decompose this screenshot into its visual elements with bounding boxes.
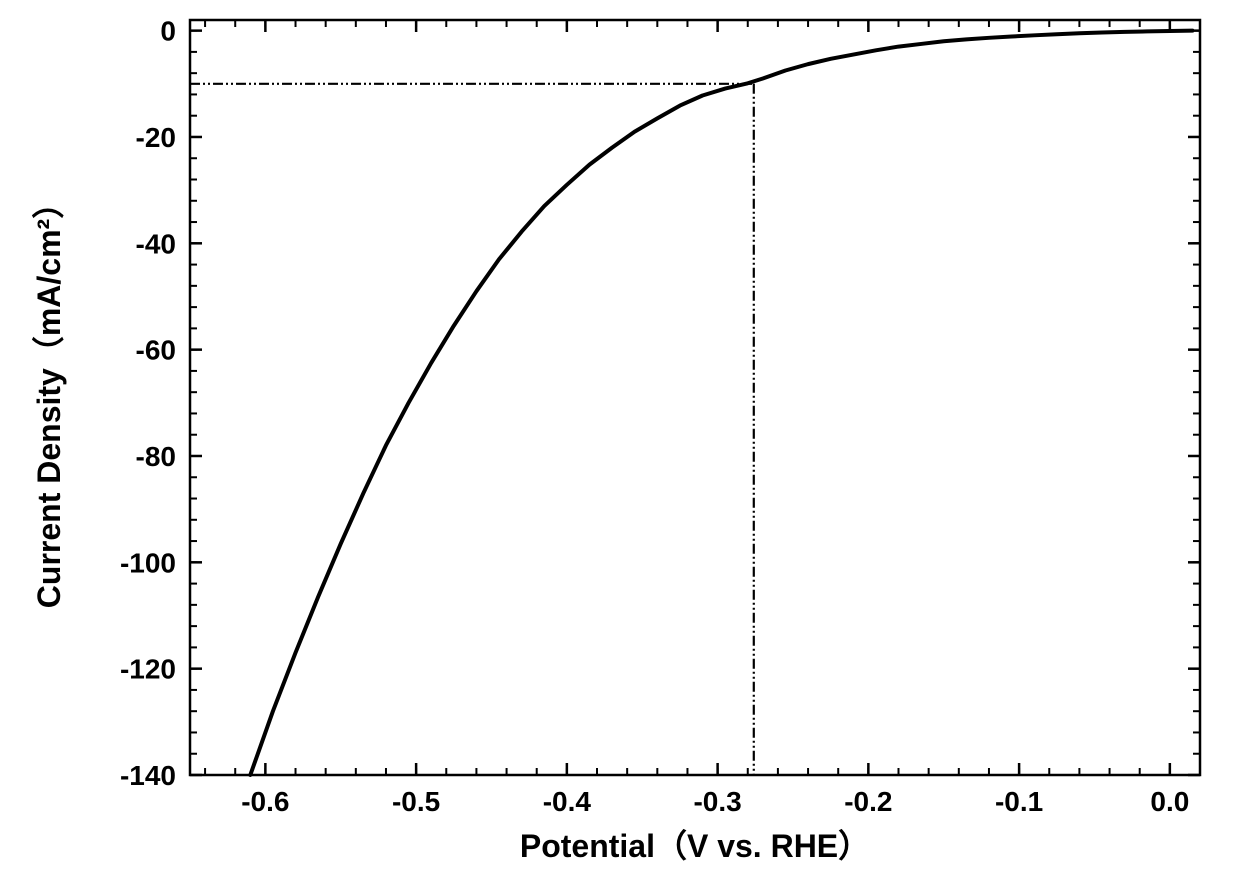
y-tick-label: -20 [136, 122, 176, 153]
y-tick-label: -80 [136, 441, 176, 472]
y-tick-label: -60 [136, 335, 176, 366]
x-axis-label: Potential（V vs. RHE） [520, 828, 870, 864]
x-tick-label: -0.1 [995, 786, 1043, 817]
y-axis-label: Current Density（mA/cm²） [31, 187, 67, 608]
polarization-chart: -0.6 -0.5 -0.4 -0.3 -0.2 -0.1 0.0 0 -20 -40 -60 -8… [0, 0, 1240, 885]
x-tick-label: -0.3 [693, 786, 741, 817]
y-tick-label: -100 [120, 547, 176, 578]
plot-background [190, 20, 1200, 775]
x-tick-labels: -0.6 -0.5 -0.4 -0.3 -0.2 -0.1 0.0 [241, 786, 1189, 817]
y-tick-label: -120 [120, 654, 176, 685]
x-tick-label: -0.2 [844, 786, 892, 817]
x-tick-label: 0.0 [1150, 786, 1189, 817]
x-tick-label: -0.5 [392, 786, 440, 817]
y-tick-label: -140 [120, 760, 176, 791]
y-tick-labels: 0 -20 -40 -60 -80 -100 -120 -140 [120, 16, 176, 791]
y-tick-label: 0 [160, 16, 176, 47]
x-tick-label: -0.4 [543, 786, 592, 817]
x-tick-label: -0.6 [241, 786, 289, 817]
y-tick-label: -40 [136, 228, 176, 259]
